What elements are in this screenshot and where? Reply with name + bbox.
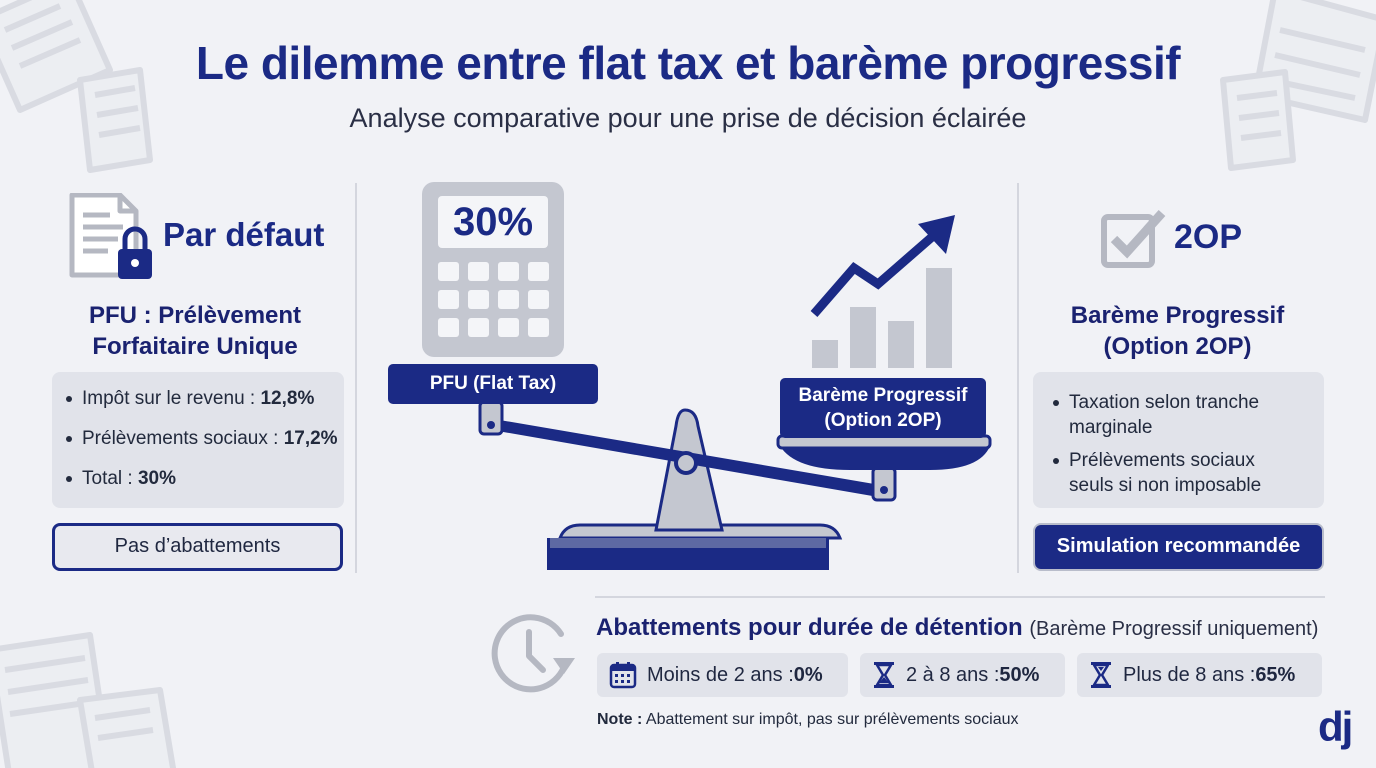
no-allowances-button[interactable]: Pas d’abattements bbox=[52, 523, 343, 571]
balance-scale-illustration bbox=[422, 182, 992, 570]
growth-chart-icon bbox=[810, 215, 955, 368]
left-column-title: PFU : Prélèvement Forfaitaire Unique bbox=[60, 300, 330, 362]
chip-label: 2 à 8 ans : bbox=[906, 663, 1000, 686]
brand-logo: dj bbox=[1318, 703, 1353, 750]
pfu-pan-label: PFU (Flat Tax) bbox=[388, 364, 598, 404]
holding-chip-2-to-8: 2 à 8 ans : 50% bbox=[860, 653, 1065, 697]
divider-right bbox=[1017, 183, 1019, 573]
bareme-pan-label-line2: (Option 2OP) bbox=[824, 410, 942, 431]
right-info-box: Taxation selon tranche marginale Prélèvem… bbox=[1033, 372, 1324, 508]
calculator-display-value: 30% bbox=[452, 200, 534, 244]
left-heading: Par défaut bbox=[163, 216, 325, 253]
background-documents-bottom-left bbox=[0, 632, 177, 768]
footnote-label: Note : bbox=[597, 711, 643, 728]
hourglass-icon bbox=[1091, 662, 1111, 688]
right-heading: 2OP bbox=[1174, 218, 1243, 256]
right-column-title: Barème Progressif (Option 2OP) bbox=[1030, 300, 1325, 362]
holding-chip-over-8: Plus de 8 ans : 65% bbox=[1077, 653, 1322, 697]
chip-label: Moins de 2 ans : bbox=[647, 663, 794, 686]
page-title: Le dilemme entre flat tax et barème prog… bbox=[195, 37, 1181, 89]
chip-value: 65% bbox=[1255, 663, 1296, 686]
left-title-line1: PFU : Prélèvement bbox=[88, 302, 302, 329]
chip-value: 50% bbox=[999, 663, 1040, 686]
list-item: Impôt sur le revenu : 12,8% bbox=[64, 386, 344, 411]
bareme-pan-label: Barème Progressif (Option 2OP) bbox=[780, 378, 986, 438]
list-item: Taxation selon tranche marginale bbox=[1051, 390, 1324, 440]
holding-chip-under-2: Moins de 2 ans : 0% bbox=[597, 653, 848, 697]
footnote: Note : Abattement sur impôt, pas sur pré… bbox=[597, 711, 1019, 729]
divider-left bbox=[355, 183, 357, 573]
footnote-text: Abattement sur impôt, pas sur prélèvemen… bbox=[642, 711, 1019, 728]
list-item: Total : 30% bbox=[64, 466, 344, 491]
clock-icon bbox=[491, 614, 575, 693]
hourglass-icon bbox=[874, 662, 894, 688]
background-documents-top-right bbox=[1220, 0, 1376, 171]
chip-label: Plus de 8 ans : bbox=[1123, 663, 1256, 686]
chip-value: 0% bbox=[793, 663, 823, 686]
calculator-icon bbox=[422, 182, 564, 357]
right-title-line1: Barème Progressif bbox=[1070, 302, 1285, 329]
bareme-pan-label-line1: Barème Progressif bbox=[798, 385, 968, 406]
calendar-icon bbox=[609, 662, 637, 689]
background-documents-top-left bbox=[0, 0, 153, 173]
locked-document-icon bbox=[69, 193, 152, 279]
list-item: Prélèvements sociaux : 17,2% bbox=[64, 426, 344, 451]
checkbox-icon bbox=[1101, 209, 1166, 268]
left-info-box: Impôt sur le revenu : 12,8% Prélèvements… bbox=[52, 372, 344, 508]
holding-period-heading: Abattements pour durée de détention (Bar… bbox=[596, 614, 1319, 641]
recommended-simulation-button[interactable]: Simulation recommandée bbox=[1033, 523, 1324, 571]
bottom-divider bbox=[595, 596, 1325, 598]
page-subtitle: Analyse comparative pour une prise de dé… bbox=[349, 103, 1027, 133]
right-title-line2: (Option 2OP) bbox=[1103, 333, 1252, 360]
left-title-line2: Forfaitaire Unique bbox=[92, 333, 298, 360]
list-item: Prélèvements sociaux seuls si non imposab… bbox=[1051, 448, 1324, 498]
